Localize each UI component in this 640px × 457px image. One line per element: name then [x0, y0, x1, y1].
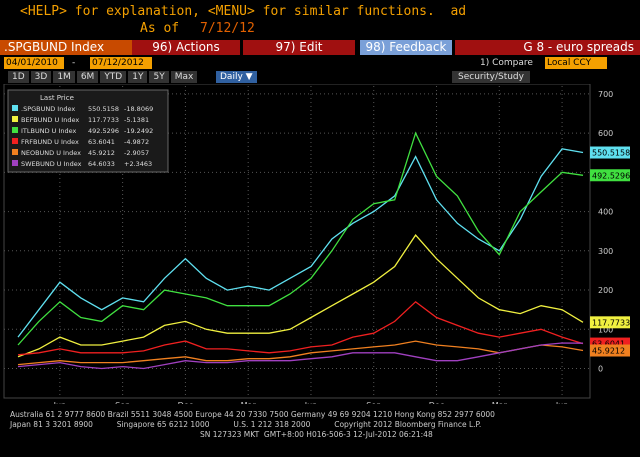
- help-line: <HELP> for explanation, <MENU> for simil…: [20, 4, 467, 19]
- study-button[interactable]: Security/Study: [452, 71, 530, 83]
- value-flag: [590, 316, 630, 329]
- legend-last: 117.7733: [88, 116, 119, 124]
- feedback-menu[interactable]: 98) Feedback: [360, 40, 452, 55]
- value-flag-label: 492.5296: [592, 171, 630, 180]
- footer-line: SN 127323 MKT GMT+8:00 H016-506-3 12-Jul…: [200, 430, 433, 439]
- y-tick-label: 300: [598, 247, 613, 256]
- y-tick-label: 600: [598, 129, 613, 138]
- legend-last: 45.9212: [88, 149, 115, 157]
- value-flag-label: 550.5158: [592, 149, 630, 158]
- footer-line: Australia 61 2 9777 8600 Brazil 5511 304…: [10, 410, 495, 419]
- legend-name: SWEBUND U Index: [21, 160, 82, 168]
- value-flag-label: 63.6041: [592, 340, 625, 349]
- series-line: [17, 234, 584, 358]
- x-tick-label: Jun: [53, 401, 67, 404]
- legend-change: -4.9872: [124, 138, 149, 146]
- series-line: [17, 342, 584, 370]
- value-flag: [590, 146, 630, 159]
- legend-last: 64.6033: [88, 160, 115, 168]
- y-tick-label: 700: [598, 90, 613, 99]
- frequency-button[interactable]: Daily ▼: [216, 71, 257, 83]
- series-line: [17, 300, 584, 356]
- as-of-label: As of: [140, 21, 180, 36]
- y-tick-label: 200: [598, 286, 613, 295]
- legend-change: -2.9057: [124, 149, 149, 157]
- y-tick-label: 0: [598, 365, 603, 374]
- value-flag: [590, 169, 630, 182]
- legend-name: FRFBUND U Index: [21, 138, 79, 146]
- start-date[interactable]: 04/01/2010: [4, 57, 64, 69]
- legend-swatch: [12, 160, 18, 166]
- period-buttons: 1D 3D 1M 6M YTD 1Y 5Y Max: [8, 71, 199, 83]
- period-button[interactable]: 6M: [76, 71, 99, 83]
- legend-name: NEOBUND U Index: [21, 149, 81, 157]
- x-tick-label: Jun: [555, 401, 569, 404]
- value-flag-label: 45.9212: [592, 347, 625, 356]
- period-button[interactable]: 5Y: [149, 71, 169, 83]
- x-tick-label: Dec: [429, 401, 444, 404]
- legend-change: -5.1381: [124, 116, 149, 124]
- legend-title: Last Price: [40, 94, 74, 102]
- legend-name: .SPGBUND Index: [21, 105, 75, 113]
- edit-menu[interactable]: 97) Edit: [243, 40, 355, 55]
- period-button[interactable]: YTD: [100, 71, 127, 83]
- legend-change: -18.8069: [124, 105, 153, 113]
- legend-name: ITLBUND U Index: [21, 127, 77, 135]
- value-flag-label: 117.7733: [592, 318, 630, 327]
- y-tick-label: 400: [598, 208, 613, 217]
- legend-change: +2.3463: [124, 160, 152, 168]
- footer-line: Japan 81 3 3201 8900 Singapore 65 6212 1…: [10, 420, 482, 429]
- date-separator: -: [72, 58, 76, 68]
- x-tick-label: Jun: [304, 401, 318, 404]
- series-line: [17, 131, 584, 346]
- series-line: [17, 148, 584, 338]
- legend-last: 63.6041: [88, 138, 115, 146]
- chart: 0100200300400500600700JunSepDecMarJunSep…: [3, 84, 630, 404]
- period-button[interactable]: 1M: [53, 71, 75, 83]
- legend-last: 492.5296: [88, 127, 119, 135]
- period-button[interactable]: 1Y: [128, 71, 148, 83]
- x-tick-label: Mar: [241, 401, 257, 404]
- x-tick-label: Dec: [178, 401, 193, 404]
- series-line: [17, 340, 584, 366]
- value-flag: [590, 344, 630, 357]
- legend-name: BEFBUND U Index: [21, 116, 79, 124]
- currency-field[interactable]: Local CCY: [545, 57, 607, 69]
- y-tick-label: 100: [598, 325, 613, 334]
- legend-last: 550.5158: [88, 105, 119, 113]
- legend-box: [7, 89, 169, 173]
- x-tick-label: Mar: [492, 401, 508, 404]
- as-of-date: 7/12/12: [200, 21, 255, 36]
- period-button[interactable]: 3D: [30, 71, 52, 83]
- x-tick-label: Sep: [115, 401, 130, 404]
- legend-swatch: [12, 116, 18, 122]
- screen-title: G 8 - euro spreads: [455, 40, 640, 55]
- period-button[interactable]: Max: [170, 71, 198, 83]
- compare-button[interactable]: 1) Compare: [480, 58, 533, 68]
- x-tick-label: Sep: [366, 401, 381, 404]
- legend-swatch: [12, 138, 18, 144]
- end-date[interactable]: 07/12/2012: [90, 57, 152, 69]
- security-field[interactable]: .SPGBUND Index: [0, 40, 132, 55]
- legend: Last Price .SPGBUND Index 550.5158 -18.8069…: [7, 89, 169, 173]
- legend-swatch: [12, 149, 18, 155]
- actions-menu[interactable]: 96) Actions: [132, 40, 240, 55]
- legend-change: -19.2492: [124, 127, 153, 135]
- legend-swatch: [12, 127, 18, 133]
- period-button[interactable]: 1D: [8, 71, 29, 83]
- legend-swatch: [12, 105, 18, 111]
